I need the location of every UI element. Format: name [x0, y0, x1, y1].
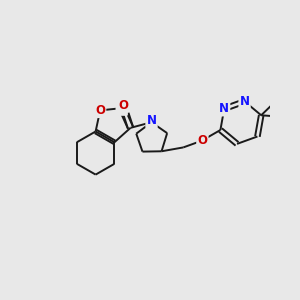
Text: N: N: [240, 95, 250, 108]
Text: O: O: [95, 104, 105, 117]
Text: N: N: [117, 102, 127, 115]
Text: O: O: [119, 98, 129, 112]
Text: O: O: [197, 134, 207, 147]
Text: N: N: [146, 114, 157, 127]
Text: N: N: [219, 102, 229, 115]
